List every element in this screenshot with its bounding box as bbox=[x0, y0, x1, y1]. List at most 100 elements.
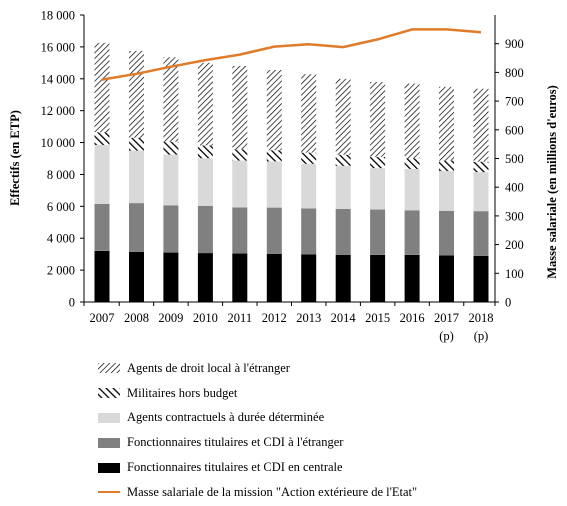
y-left-tick-label: 18 000 bbox=[41, 9, 75, 23]
bar-segment bbox=[439, 86, 454, 161]
legend-label: Fonctionnaires titulaires et CDI à l'étr… bbox=[127, 435, 344, 450]
bar-segment bbox=[439, 170, 454, 211]
y-left-tick-label: 0 bbox=[69, 296, 75, 310]
masse-salariale-line bbox=[101, 28, 482, 81]
legend-label: Agents de droit local à l'étranger bbox=[127, 360, 290, 375]
bar-segment bbox=[439, 255, 454, 302]
x-tick-label: 2018 bbox=[469, 311, 494, 325]
bar-segment bbox=[197, 253, 213, 302]
y-right-tick-label: 200 bbox=[505, 238, 524, 252]
bar-segment bbox=[266, 253, 282, 302]
y-left-tick-label: 10 000 bbox=[41, 136, 75, 150]
bar-segment bbox=[301, 152, 317, 164]
x-tick-sublabel: (p) bbox=[439, 329, 454, 343]
bar-segment bbox=[129, 251, 144, 302]
bar-segment bbox=[439, 210, 454, 256]
y-right-tick-label: 100 bbox=[505, 267, 524, 281]
bar-segment bbox=[163, 154, 179, 206]
x-tick-sublabel: (p) bbox=[474, 329, 489, 343]
x-tick-label: 2008 bbox=[124, 311, 149, 325]
bar-segment bbox=[129, 150, 144, 204]
bar-segment bbox=[473, 172, 489, 212]
bar-segment bbox=[232, 160, 248, 208]
bar-segment bbox=[301, 208, 317, 255]
y-right-tick-label: 0 bbox=[505, 296, 511, 310]
bar-segment bbox=[163, 57, 179, 142]
bar-segment bbox=[301, 254, 317, 302]
y-axis-left-title: Effectifs (en ETP) bbox=[8, 110, 22, 206]
legend-swatch-fonctionnaires-centrale bbox=[98, 462, 120, 473]
bar-segment bbox=[266, 161, 282, 208]
x-tick-label: 2014 bbox=[331, 311, 357, 325]
bar-segment bbox=[94, 132, 110, 145]
bar-segment bbox=[370, 82, 386, 157]
x-tick-label: 2016 bbox=[400, 311, 425, 325]
x-tick-label: 2010 bbox=[193, 311, 218, 325]
bar-segment bbox=[232, 149, 248, 161]
bar-segment bbox=[129, 137, 144, 151]
bar-segment bbox=[301, 163, 317, 209]
bar-segment bbox=[335, 165, 351, 209]
legend-item: Agents contractuels à durée déterminée bbox=[98, 406, 558, 431]
bar-segment bbox=[335, 208, 351, 255]
bar-segment bbox=[404, 168, 420, 211]
bar-segment bbox=[163, 141, 179, 155]
bar-segment bbox=[404, 158, 420, 169]
bar-segment bbox=[197, 62, 213, 146]
bar-segment bbox=[439, 160, 454, 171]
x-tick-label: 2013 bbox=[296, 311, 321, 325]
legend-item: Militaires hors budget bbox=[98, 381, 558, 406]
bar-segment bbox=[473, 255, 489, 302]
bar-segment bbox=[404, 83, 420, 159]
x-tick-label: 2012 bbox=[262, 311, 287, 325]
y-right-tick-label: 600 bbox=[505, 123, 524, 137]
bar-segment bbox=[266, 70, 282, 151]
bar-segment bbox=[370, 209, 386, 255]
legend-line-masse-salariale bbox=[98, 491, 120, 494]
y-left-tick-label: 6 000 bbox=[47, 200, 75, 214]
legend-item: Masse salariale de la mission "Action ex… bbox=[98, 480, 558, 505]
y-left-tick-label: 8 000 bbox=[47, 168, 75, 182]
bar-segment bbox=[197, 145, 213, 159]
bar-segment bbox=[370, 168, 386, 210]
bar-segment bbox=[370, 255, 386, 302]
legend-label: Agents contractuels à durée déterminée bbox=[127, 410, 325, 425]
bar-segment bbox=[473, 88, 489, 162]
x-tick-label: 2017 bbox=[434, 311, 459, 325]
y-right-tick-label: 900 bbox=[505, 37, 524, 51]
legend-item: Agents de droit local à l'étranger bbox=[98, 356, 558, 381]
y-left-tick-label: 16 000 bbox=[41, 40, 75, 54]
bar-segment bbox=[301, 74, 317, 153]
bar-segment bbox=[197, 206, 213, 253]
bar-segment bbox=[335, 254, 351, 302]
legend-item: Fonctionnaires titulaires et CDI en cent… bbox=[98, 455, 558, 480]
legend-label: Masse salariale de la mission "Action ex… bbox=[127, 484, 418, 499]
y-left-tick-label: 14 000 bbox=[41, 72, 75, 86]
y-left-tick-label: 4 000 bbox=[47, 232, 75, 246]
bar-segment bbox=[404, 210, 420, 255]
bar-segment bbox=[163, 205, 179, 253]
bar-segment bbox=[197, 158, 213, 206]
bar-segment bbox=[266, 207, 282, 254]
bar-segment bbox=[232, 253, 248, 302]
bar-segment bbox=[473, 161, 489, 173]
bar-segment bbox=[129, 203, 144, 252]
bar-segment bbox=[370, 156, 386, 169]
bar-segment bbox=[94, 251, 110, 302]
legend-item: Fonctionnaires titulaires et CDI à l'étr… bbox=[98, 430, 558, 455]
y-right-tick-label: 700 bbox=[505, 95, 524, 109]
x-tick-label: 2007 bbox=[90, 311, 115, 325]
y-right-tick-label: 300 bbox=[505, 209, 524, 223]
bar-segment bbox=[404, 255, 420, 302]
bar-segment bbox=[473, 211, 489, 256]
bar-segment bbox=[232, 207, 248, 254]
legend-label: Fonctionnaires titulaires et CDI en cent… bbox=[127, 460, 343, 475]
y-right-tick-label: 500 bbox=[505, 152, 524, 166]
y-axis-right-title: Masse salariale (en millions d'euros) bbox=[545, 85, 559, 279]
bar-segment bbox=[232, 66, 248, 150]
x-tick-label: 2015 bbox=[365, 311, 390, 325]
y-right-tick-label: 800 bbox=[505, 66, 524, 80]
bar-segment bbox=[94, 203, 110, 251]
legend-label: Militaires hors budget bbox=[127, 385, 238, 400]
